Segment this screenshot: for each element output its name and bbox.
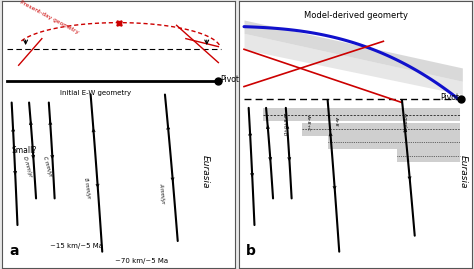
Text: A mm/yr: A mm/yr <box>158 182 165 204</box>
Text: b: b <box>246 244 256 258</box>
Text: Initial E-W geometry: Initial E-W geometry <box>60 90 131 96</box>
Text: ~15 km/~5 Ma: ~15 km/~5 Ma <box>50 243 103 249</box>
Text: C mm/yr: C mm/yr <box>42 156 52 177</box>
Text: Eurasia: Eurasia <box>201 155 210 189</box>
Text: A mm/yr: A mm/yr <box>403 112 408 131</box>
Text: Small?: Small? <box>12 146 37 155</box>
Text: Model-derived geomerty: Model-derived geomerty <box>303 11 408 20</box>
Text: Present-day geometry: Present-day geometry <box>18 0 79 35</box>
Text: B mm/yr: B mm/yr <box>83 177 91 199</box>
Text: Pivot: Pivot <box>440 93 459 102</box>
Text: Eurasia: Eurasia <box>459 155 468 189</box>
Text: D mm/yr: D mm/yr <box>22 155 33 177</box>
Text: A+B+C+D: A+B+C+D <box>283 112 287 136</box>
Text: a: a <box>9 244 19 258</box>
Text: A+B+C: A+B+C <box>306 114 310 131</box>
Text: A+B: A+B <box>334 116 338 126</box>
Text: ~70 km/~5 Ma: ~70 km/~5 Ma <box>115 258 168 264</box>
Text: Pivot: Pivot <box>221 75 240 84</box>
